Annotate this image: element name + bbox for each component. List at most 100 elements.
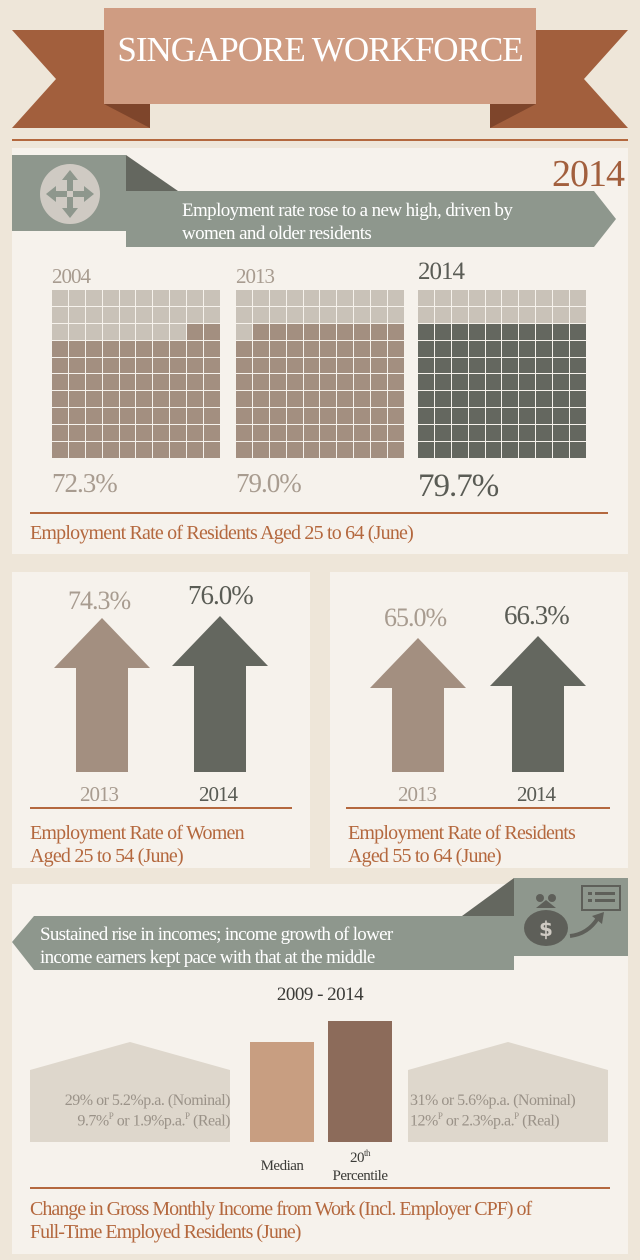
waffle-cell (418, 374, 434, 391)
waffle-cell (519, 374, 536, 391)
waffle-cell (434, 323, 451, 340)
arrows-move-icon (40, 164, 100, 224)
waffle-cell (354, 306, 371, 323)
waffle-cell (553, 374, 570, 391)
panel1-divider (30, 512, 608, 514)
banner-fold-left (104, 104, 150, 128)
waffle-cell (337, 442, 354, 458)
waffle-cell (502, 357, 519, 374)
grid-year-2014: 2014 (418, 258, 465, 285)
waffle-cell (303, 323, 320, 340)
waffle-cell (320, 306, 337, 323)
waffle-cell (468, 306, 485, 323)
waffle-cell (68, 357, 85, 374)
waffle-cell (354, 374, 371, 391)
waffle-cell (153, 323, 170, 340)
waffle-cell (536, 340, 553, 357)
waffle-cell (519, 290, 536, 306)
waffle-cell (85, 391, 102, 408)
income-period: 2009 - 2014 (276, 984, 364, 1005)
waffle-cell (68, 374, 85, 391)
waffle-cell (204, 323, 220, 340)
waffle-cell (502, 290, 519, 306)
waffle-cell (320, 425, 337, 442)
waffle-cell (371, 290, 388, 306)
waffle-cell (468, 374, 485, 391)
income-bars (30, 1021, 608, 1142)
waffle-cell (337, 290, 354, 306)
waffle-cell (354, 340, 371, 357)
waffle-cell (388, 340, 404, 357)
waffle-cell (68, 425, 85, 442)
waffle-cell (502, 340, 519, 357)
older-arrow-2014 (490, 636, 586, 772)
waffle-cell (236, 306, 252, 323)
p20-label: 20th Percentile (322, 1144, 398, 1185)
waffle-cell (236, 374, 252, 391)
waffle-cell (119, 340, 136, 357)
waffle-cell (286, 323, 303, 340)
p20-real-value: 12% (410, 1112, 438, 1130)
waffle-cell (553, 323, 570, 340)
waffle-cell (388, 306, 404, 323)
waffle-cell (236, 391, 252, 408)
waffle-cell (485, 442, 502, 458)
waffle-cell (303, 306, 320, 323)
older-year-2013: 2013 (398, 782, 437, 806)
waffle-cell (536, 425, 553, 442)
waffle-cell (187, 408, 204, 425)
waffle-cell (434, 425, 451, 442)
waffle-cell (354, 442, 371, 458)
waffle-cell (286, 374, 303, 391)
waffle-cell (502, 408, 519, 425)
waffle-cell (418, 408, 434, 425)
waffle-cell (187, 374, 204, 391)
older-caption-line2: Aged 55 to 64 (June) (348, 845, 502, 867)
waffle-cell (320, 374, 337, 391)
waffle-cell (187, 290, 204, 306)
waffle-cell (102, 425, 119, 442)
waffle-cell (269, 425, 286, 442)
waffle-cell (388, 357, 404, 374)
waffle-cell (136, 340, 153, 357)
page-title: SINGAPORE WORKFORCE (117, 30, 523, 69)
waffle-cell (153, 425, 170, 442)
waffle-cell (269, 323, 286, 340)
waffle-cell (451, 442, 468, 458)
waffle-cell (252, 391, 269, 408)
p20-real-label: (Real) (518, 1112, 560, 1130)
waffle-cell (204, 442, 220, 458)
waffle-cell (468, 391, 485, 408)
waffle-cell (119, 357, 136, 374)
waffle-cell (570, 391, 586, 408)
waffle-cell (52, 323, 68, 340)
waffle-cell (136, 425, 153, 442)
median-prelim-mark-2: P (185, 1111, 190, 1121)
waffle-cell (468, 357, 485, 374)
waffle-cell (337, 340, 354, 357)
median-real-value: 9.7% (77, 1112, 109, 1130)
older-value-2014: 66.3% (504, 600, 570, 630)
women-arrow-2014 (172, 616, 268, 772)
waffle-cell (519, 340, 536, 357)
waffle-cell (52, 374, 68, 391)
p20-label-number: 20 (349, 1150, 365, 1166)
waffle-cell (536, 374, 553, 391)
older-arrow-2013 (370, 638, 466, 772)
svg-text:$: $ (539, 917, 553, 941)
waffle-cell (85, 425, 102, 442)
waffle-cell (153, 374, 170, 391)
waffle-cell (434, 391, 451, 408)
waffle-cell (451, 323, 468, 340)
grid-value-2004: 72.3% (52, 468, 118, 498)
median-real-label: (Real) (189, 1112, 230, 1130)
waffle-cell (170, 408, 187, 425)
waffle-cell (170, 425, 187, 442)
p20-prelim-mark-2: P (514, 1111, 519, 1121)
waffle-cell (468, 408, 485, 425)
waffle-cell (236, 357, 252, 374)
older-divider (346, 807, 610, 809)
waffle-cell (468, 290, 485, 306)
waffle-cell (502, 374, 519, 391)
median-bar (250, 1042, 314, 1142)
